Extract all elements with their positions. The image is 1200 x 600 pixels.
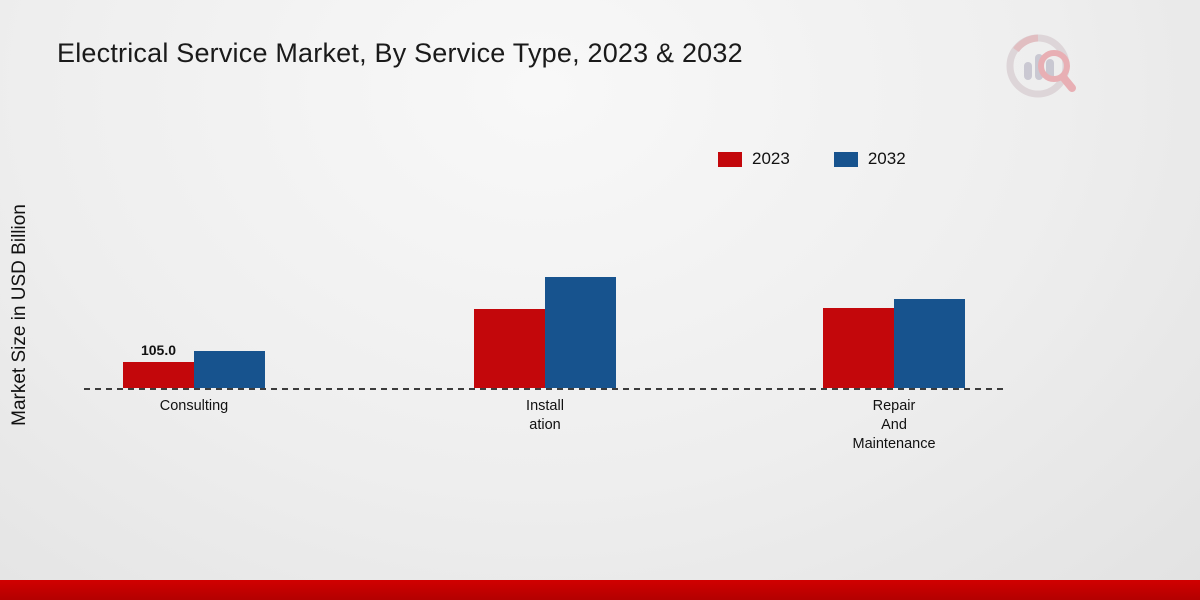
legend-item-2032: 2032 xyxy=(833,149,906,169)
bar-2023-repair-and-maintenance xyxy=(823,307,894,388)
bar-value-label: 105.0 xyxy=(140,342,177,359)
category-label-installation: Install ation xyxy=(526,398,564,433)
chart-title: Electrical Service Market, By Service Ty… xyxy=(57,38,743,68)
bar-2032-installation xyxy=(545,277,616,388)
y-axis-label: Market Size in USD Billion xyxy=(9,204,30,426)
brand-logo-icon xyxy=(1006,34,1076,98)
bar-2032-consulting xyxy=(194,351,265,388)
legend-swatch-2023 xyxy=(718,151,742,167)
legend-label-2023: 2023 xyxy=(752,149,790,168)
legend-item-2023: 2023 xyxy=(718,149,790,169)
bar-2023-installation xyxy=(474,309,545,388)
footer-accent-bar xyxy=(0,580,1200,600)
legend: 2023 2032 xyxy=(718,149,906,169)
bar-2023-consulting xyxy=(123,362,194,388)
category-label-consulting: Consulting xyxy=(159,398,229,414)
x-axis-baseline xyxy=(84,388,1004,390)
category-label-repair-and-maintenance: Repair And Maintenance xyxy=(852,398,936,452)
legend-label-2032: 2032 xyxy=(867,149,906,168)
legend-swatch-2032 xyxy=(833,151,858,167)
bar-2032-repair-and-maintenance xyxy=(894,299,965,388)
